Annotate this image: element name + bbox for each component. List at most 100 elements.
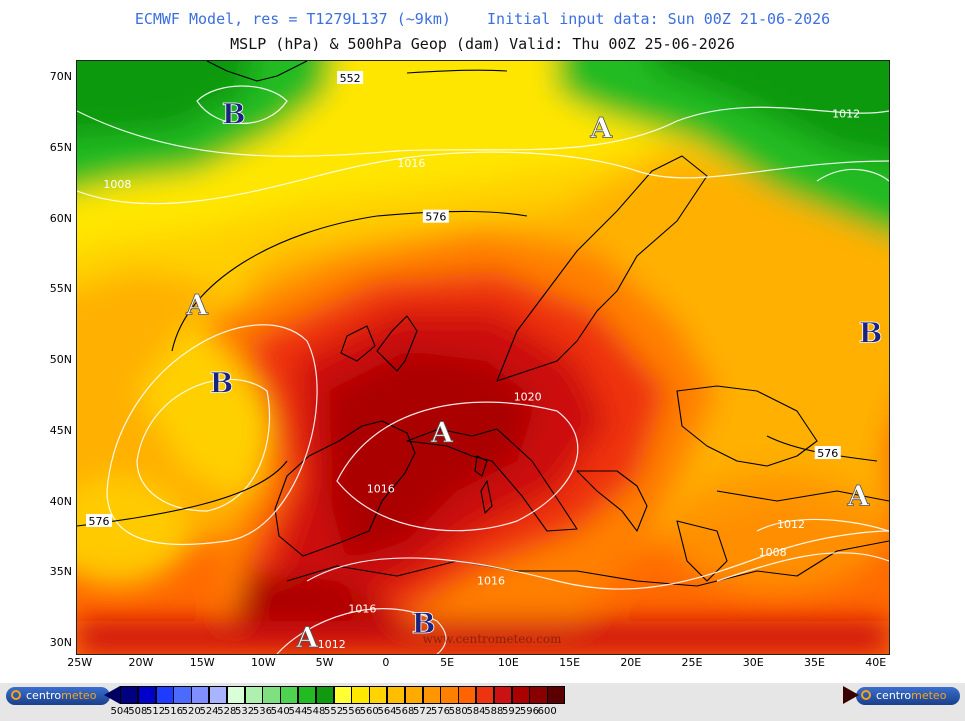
scale-value: 536 xyxy=(252,706,272,717)
isobar-label: 1008 xyxy=(103,178,131,191)
map-canvas: 552 1016 1008 576 1012 1020 576 1016 1012 576 1008… xyxy=(77,61,889,654)
isobars xyxy=(77,85,889,654)
title-line-2: MSLP (hPa) & 500hPa Geop (dam) Valid: Thu… xyxy=(0,35,965,53)
scale-swatch xyxy=(493,686,513,704)
isobar-label: 1012 xyxy=(832,107,860,120)
lon-label: 10E xyxy=(497,656,519,669)
high-pressure-marker: A xyxy=(589,112,613,145)
scale-value: 560 xyxy=(359,706,379,717)
scale-swatch xyxy=(458,686,477,704)
lon-label: 0 xyxy=(382,656,390,669)
field-info: MSLP (hPa) & 500hPa Geop (dam) xyxy=(230,35,502,53)
scale-value: 584 xyxy=(466,706,486,717)
scale-swatch xyxy=(387,686,406,704)
contour-label-text: 1016 xyxy=(397,157,425,170)
lon-label: 10W xyxy=(250,656,276,669)
scale-value: 512 xyxy=(146,706,166,717)
lat-label: 55N xyxy=(49,282,72,296)
scale-value: 556 xyxy=(341,706,361,717)
lon-label: 5E xyxy=(440,656,455,669)
scale-swatch xyxy=(404,686,424,704)
geopotential-label: 576 xyxy=(86,513,113,528)
title-line-1: ECMWF Model, res = T1279L137 (~9km) Init… xyxy=(0,10,965,28)
isobar-label: 1012 xyxy=(318,638,346,651)
pressure-centers: B A A B A B A A B xyxy=(185,97,883,654)
contour-label-text: 1016 xyxy=(477,574,505,587)
isobar-label: 1008 xyxy=(759,546,787,559)
scale-swatch xyxy=(440,686,459,704)
isobar-label: 1012 xyxy=(777,518,805,531)
scale-swatch xyxy=(333,686,352,704)
color-scale-bar: centrometeo centrometeo 504 508 512 516 520 5… xyxy=(0,683,965,721)
contour-label-text: 576 xyxy=(425,211,446,224)
scale-value: 568 xyxy=(395,706,415,717)
logo-text-b: meteo xyxy=(61,689,97,702)
isobar-label: 1016 xyxy=(367,482,395,495)
scale-swatch xyxy=(191,686,210,704)
logo-text-a: centro xyxy=(876,689,912,702)
scale-swatch xyxy=(511,686,530,704)
scale-swatch xyxy=(226,686,246,704)
centrometeo-logo-right[interactable]: centrometeo xyxy=(856,687,960,705)
init-info: Initial input data: Sun 00Z 21-06-2026 xyxy=(487,10,831,28)
high-pressure-marker: A xyxy=(185,288,209,321)
scale-value: 552 xyxy=(324,706,344,717)
scale-value: 528 xyxy=(217,706,237,717)
model-info: ECMWF Model, res = T1279L137 (~9km) xyxy=(134,10,451,28)
isobar-label: 1016 xyxy=(397,157,425,170)
map-labels: 552 1016 1008 576 1012 1020 576 1016 1012 576 1008… xyxy=(86,70,860,651)
scale-swatch xyxy=(244,686,263,704)
scale-swatch xyxy=(209,686,228,704)
scale-value: 572 xyxy=(413,706,433,717)
lon-label: 5W xyxy=(315,656,334,669)
high-pressure-marker: A xyxy=(847,479,871,512)
lon-label: 20W xyxy=(128,656,154,669)
scale-value: 548 xyxy=(306,706,326,717)
high-pressure-marker: A xyxy=(430,416,454,449)
scale-swatch xyxy=(422,686,441,704)
centrometeo-logo-left[interactable]: centrometeo xyxy=(6,687,110,705)
contour-label-text: 576 xyxy=(89,515,110,528)
lon-label: 15E xyxy=(559,656,581,669)
low-pressure-marker: B xyxy=(222,97,246,130)
lat-label: 70N xyxy=(49,69,72,83)
lon-label: 35E xyxy=(804,656,825,669)
contour-label-text: 1008 xyxy=(759,546,787,559)
scale-value: 540 xyxy=(270,706,290,717)
weather-map[interactable]: 552 1016 1008 576 1012 1020 576 1016 1012 576 1008… xyxy=(76,60,890,655)
lat-label: 50N xyxy=(49,353,72,367)
contour-label-text: 1012 xyxy=(777,518,805,531)
contour-label-text: 1016 xyxy=(348,603,376,616)
contour-label-text: 576 xyxy=(817,447,838,460)
scale-swatch xyxy=(351,686,370,704)
geopotential-label: 576 xyxy=(422,209,449,224)
lat-label: 30N xyxy=(49,636,72,650)
low-pressure-marker: B xyxy=(859,317,883,350)
lon-label: 30E xyxy=(742,656,764,669)
watermark: www.centrometeo.com xyxy=(422,632,562,646)
scale-value: 544 xyxy=(288,706,308,717)
lon-label: 25W xyxy=(67,656,93,669)
scale-value: 516 xyxy=(163,706,183,717)
scale-value: 504 xyxy=(110,706,130,717)
scale-swatch xyxy=(315,686,335,704)
scale-swatch xyxy=(476,686,495,704)
lat-label: 60N xyxy=(49,211,72,225)
scale-arrow-right-icon xyxy=(843,686,859,704)
scale-swatch xyxy=(529,686,548,704)
low-pressure-marker: B xyxy=(412,607,436,640)
lon-label: 25E xyxy=(681,656,703,669)
scale-value: 600 xyxy=(537,706,557,717)
geopotential-label: 552 xyxy=(337,70,364,85)
contour-label-text: 1016 xyxy=(367,482,395,495)
scale-swatch xyxy=(262,686,281,704)
scale-swatch xyxy=(137,686,157,704)
geopotential-label: 576 xyxy=(814,446,841,460)
lon-label: 40E xyxy=(865,656,887,669)
scale-swatch xyxy=(173,686,192,704)
isobar-label: 1016 xyxy=(348,603,376,616)
valid-info: Valid: Thu 00Z 25-06-2026 xyxy=(509,35,735,53)
scale-value: 532 xyxy=(235,706,255,717)
scale-swatch xyxy=(155,686,174,704)
scale-swatch xyxy=(120,686,139,704)
